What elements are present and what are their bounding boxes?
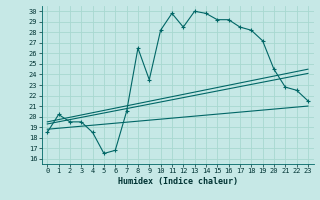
X-axis label: Humidex (Indice chaleur): Humidex (Indice chaleur) xyxy=(118,177,237,186)
